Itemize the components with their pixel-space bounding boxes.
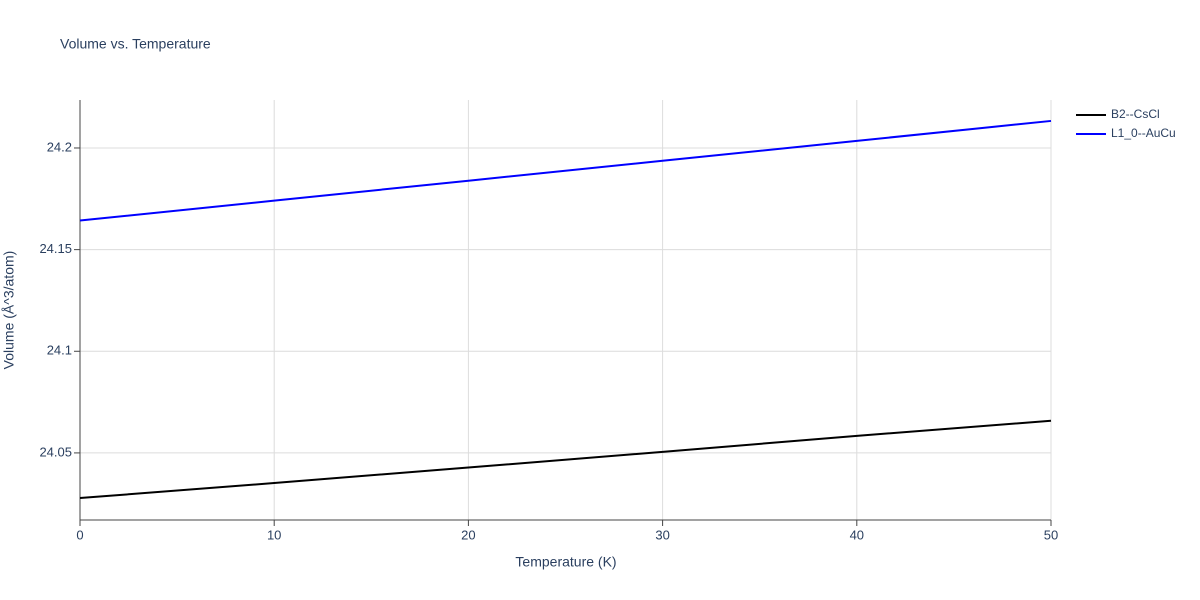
legend-label: B2--CsCl [1111, 107, 1160, 121]
x-tick-label: 40 [850, 527, 864, 542]
chart-title: Volume vs. Temperature [60, 36, 211, 52]
y-tick-label: 24.1 [47, 343, 72, 358]
x-tick-label: 10 [267, 527, 281, 542]
line-series [79, 419, 1052, 500]
x-tick-label: 20 [461, 527, 475, 542]
y-tick-label: 24.15 [39, 241, 72, 256]
x-tick-label: 50 [1044, 527, 1058, 542]
y-tick-label: 24.05 [39, 444, 72, 459]
x-tick-label: 30 [655, 527, 669, 542]
legend-label: L1_0--AuCu [1111, 126, 1176, 140]
line-series [79, 119, 1052, 222]
x-axis-label: Temperature (K) [515, 554, 616, 570]
y-axis-label: Volume (Å^3/atom) [1, 251, 17, 370]
x-tick-label: 0 [76, 527, 83, 542]
y-tick-label: 24.2 [47, 139, 72, 154]
